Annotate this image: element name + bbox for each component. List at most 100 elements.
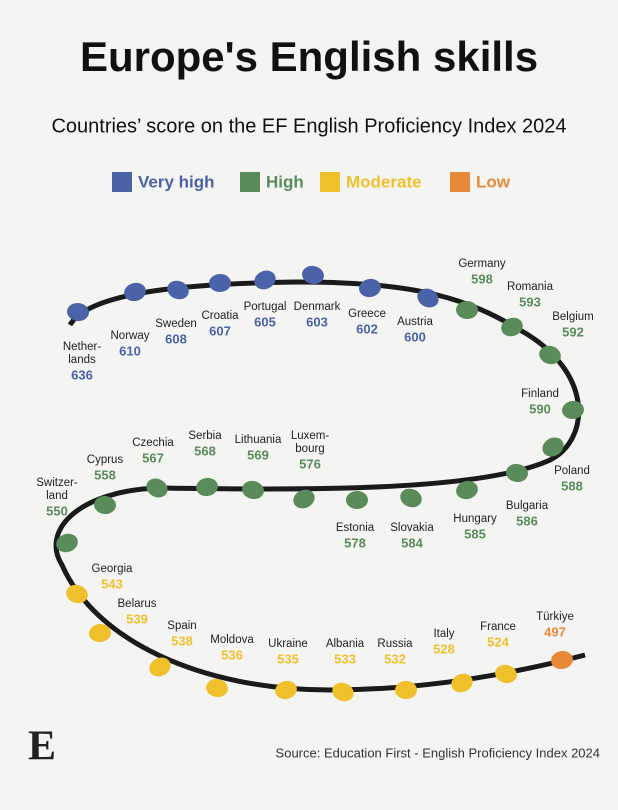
country-name: Russia [377,638,413,650]
country-score: 598 [471,271,493,286]
country-shape [551,650,573,670]
source: Source: Education First - English Profic… [276,745,600,760]
country-shape [562,400,584,420]
country-shape [124,282,146,302]
country-name: Georgia [92,563,134,575]
country-shape [456,300,478,320]
country-name: Norway [111,330,150,342]
country-score: 539 [126,611,148,626]
title: Europe's English skills [80,33,538,80]
legend-swatch [450,172,470,192]
country-score: 584 [401,535,423,550]
legend-label: Low [476,172,511,191]
country-name: Türkiye [536,611,574,623]
country-shape [395,681,417,699]
country-score: 558 [94,467,116,482]
country-score: 497 [544,624,566,639]
country-score: 535 [277,651,299,666]
country-name: Lithuania [235,434,282,446]
country-score: 585 [464,526,486,541]
country-name: Belarus [118,598,157,610]
country-shape [539,345,561,365]
country-shape [451,673,473,693]
country-score: 608 [165,331,187,346]
country-name: Croatia [201,310,239,322]
country-name: Cyprus [87,454,124,466]
country-name: Belgium [552,311,594,323]
country-shape [542,437,564,457]
country-score: 600 [404,329,426,344]
country-shape [302,265,324,285]
country-score: 538 [171,633,193,648]
country-score: 543 [101,576,123,591]
legend-label: Very high [138,172,215,191]
country-score: 592 [562,324,584,339]
logo: E [28,724,56,770]
country-shape [254,270,276,290]
country-name: Serbia [188,430,222,442]
country-score: 586 [516,513,538,528]
country-shape [495,664,517,684]
country-name: Luxem-bourg [291,430,330,455]
country-score: 533 [334,651,356,666]
country-shape [146,478,168,498]
legend-label: High [266,172,304,191]
country-name: Hungary [453,513,497,525]
country-shape [167,280,189,300]
country-name: Estonia [336,522,375,534]
country-shape [209,273,231,293]
country-shape [67,302,89,322]
country-score: 578 [344,535,366,550]
country-score: 593 [519,294,541,309]
country-shape [56,533,78,553]
legend-swatch [112,172,132,192]
country-name: Nether-lands [63,341,102,366]
country-shape [206,678,228,698]
country-score: 590 [529,401,551,416]
country-shape [275,680,297,700]
country-name: Italy [433,628,454,640]
country-shape [196,477,218,497]
country-name: Ukraine [268,638,308,650]
country-shape [346,490,368,510]
country-name: Albania [326,638,365,650]
legend-swatch [240,172,260,192]
legend-label: Moderate [346,172,422,191]
country-shape [66,584,88,604]
country-shape [293,489,315,509]
country-name: Greece [348,308,386,320]
country-name: Slovakia [390,522,434,534]
country-shape [417,288,439,308]
country-shape [456,480,478,500]
country-score: 602 [356,321,378,336]
country-score: 550 [46,503,68,518]
country-name: Bulgaria [506,500,549,512]
country-score: 569 [247,447,269,462]
country-shape [332,682,354,702]
country-score: 588 [561,478,583,493]
country-name: Germany [458,258,506,270]
country-name: Denmark [294,301,341,313]
country-shape [149,657,171,677]
country-name: Finland [521,388,559,400]
country-shape [242,480,264,500]
country-name: Portugal [244,301,287,313]
country-shape [94,495,116,515]
country-score: 532 [384,651,406,666]
country-shape [400,488,422,508]
country-name: France [480,621,516,633]
country-name: Romania [507,281,554,293]
country-score: 636 [71,367,93,382]
country-name: Czechia [132,437,174,449]
country-shape [506,463,528,483]
country-name: Switzer-land [36,477,78,502]
country-name: Sweden [155,318,197,330]
country-name: Austria [397,316,433,328]
country-score: 536 [221,647,243,662]
legend: Very high High Moderate Low [112,172,511,192]
country-shape [359,278,381,298]
country-name: Poland [554,465,590,477]
country-name: Moldova [210,634,254,646]
subtitle: Countries’ score on the EF English Profi… [51,115,566,137]
